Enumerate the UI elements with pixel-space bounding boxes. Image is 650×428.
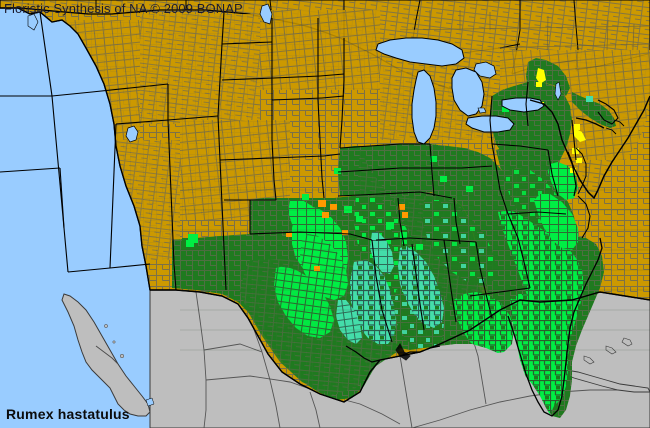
coastlines-and-borders bbox=[0, 7, 650, 417]
species-name-label: Rumex hastatulus bbox=[6, 406, 130, 422]
present-counties-bright-green bbox=[182, 106, 584, 414]
map-title: Floristic Synthesis of NA © 2009 BONAP bbox=[4, 1, 243, 16]
present-counties-orange bbox=[286, 200, 408, 271]
great-lakes bbox=[27, 3, 562, 407]
present-counties-turquoise bbox=[336, 96, 593, 344]
